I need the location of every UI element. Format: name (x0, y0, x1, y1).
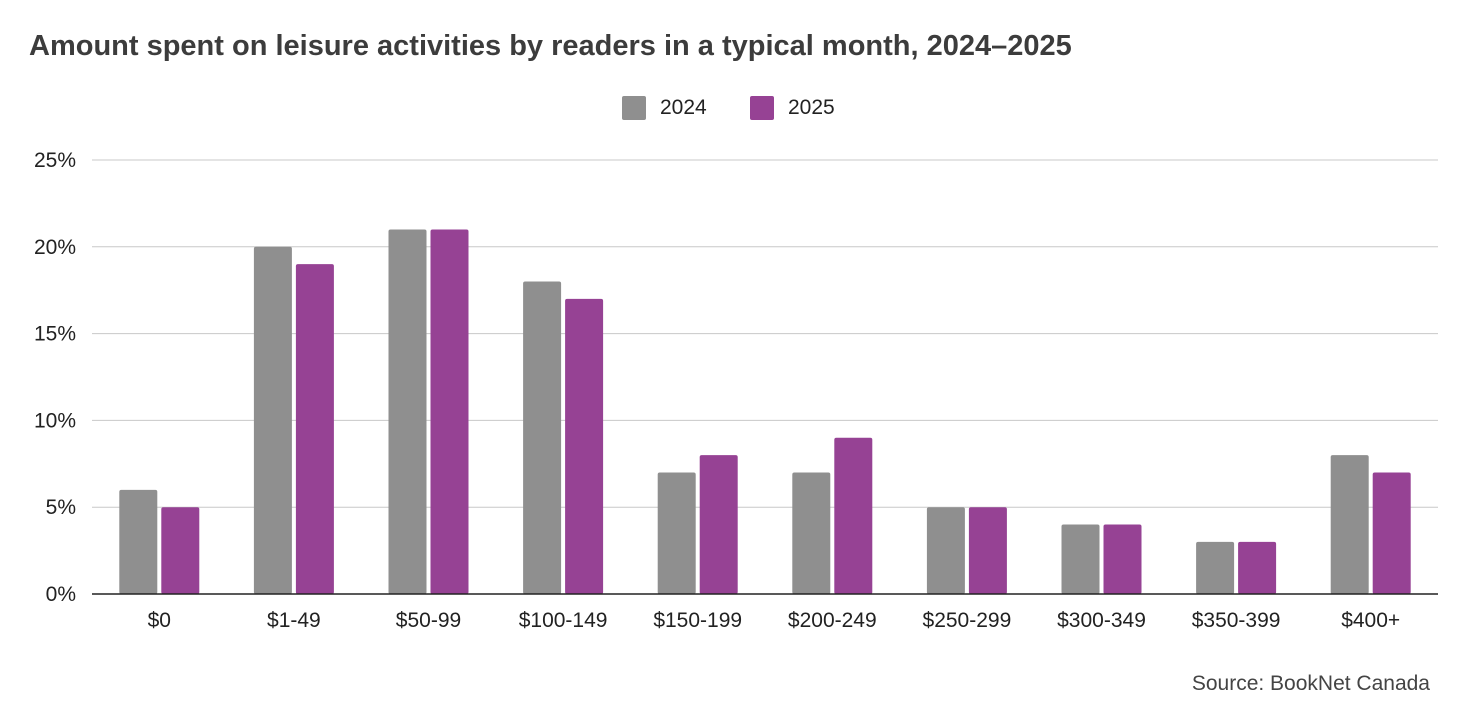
bar-2024-3 (523, 281, 562, 594)
legend: 2024 2025 (0, 93, 1465, 123)
legend-swatch-2025 (750, 96, 774, 120)
y-tick-label-5: 25% (34, 149, 76, 172)
x-tick-label-4: $150-199 (653, 609, 742, 632)
bar-2025-2 (430, 229, 469, 594)
legend-item-2025: 2025 (750, 93, 835, 123)
x-tick-label-8: $350-399 (1192, 609, 1281, 632)
bar-2025-0 (161, 507, 200, 594)
y-tick-label-0: 0% (46, 583, 76, 606)
bar-2024-8 (1196, 541, 1235, 594)
bar-2025-9 (1372, 472, 1411, 594)
chart-title: Amount spent on leisure activities by re… (29, 30, 1072, 62)
bar-2024-0 (119, 489, 158, 594)
bar-2024-1 (253, 246, 292, 595)
bar-2024-4 (657, 472, 696, 594)
bar-2024-2 (388, 229, 427, 594)
x-tick-label-5: $200-249 (788, 609, 877, 632)
bar-2025-8 (1238, 541, 1277, 594)
x-tick-label-9: $400+ (1341, 609, 1400, 632)
bar-2025-1 (295, 264, 334, 594)
legend-label-2025: 2025 (788, 96, 835, 119)
bar-2025-3 (565, 298, 604, 594)
legend-item-2024: 2024 (622, 93, 707, 123)
legend-label-2024: 2024 (660, 96, 707, 119)
bar-2024-7 (1061, 524, 1100, 594)
bar-2025-7 (1103, 524, 1142, 594)
bar-2024-6 (926, 507, 965, 594)
y-tick-label-2: 10% (34, 409, 76, 432)
legend-swatch-2024 (622, 96, 646, 120)
bar-2024-9 (1330, 455, 1369, 594)
x-tick-label-3: $100-149 (519, 609, 608, 632)
bar-2025-6 (968, 507, 1007, 594)
bar-2024-5 (792, 472, 831, 594)
x-tick-label-0: $0 (148, 609, 171, 632)
bar-2025-4 (699, 455, 738, 594)
y-tick-label-1: 5% (46, 496, 76, 519)
y-tick-label-4: 20% (34, 236, 76, 259)
y-tick-label-3: 15% (34, 323, 76, 346)
x-tick-label-7: $300-349 (1057, 609, 1146, 632)
x-tick-label-2: $50-99 (396, 609, 461, 632)
source-note: Source: BookNet Canada (1191, 672, 1430, 695)
x-tick-label-6: $250-299 (923, 609, 1012, 632)
x-tick-label-1: $1-49 (267, 609, 321, 632)
bar-2025-5 (834, 437, 873, 594)
